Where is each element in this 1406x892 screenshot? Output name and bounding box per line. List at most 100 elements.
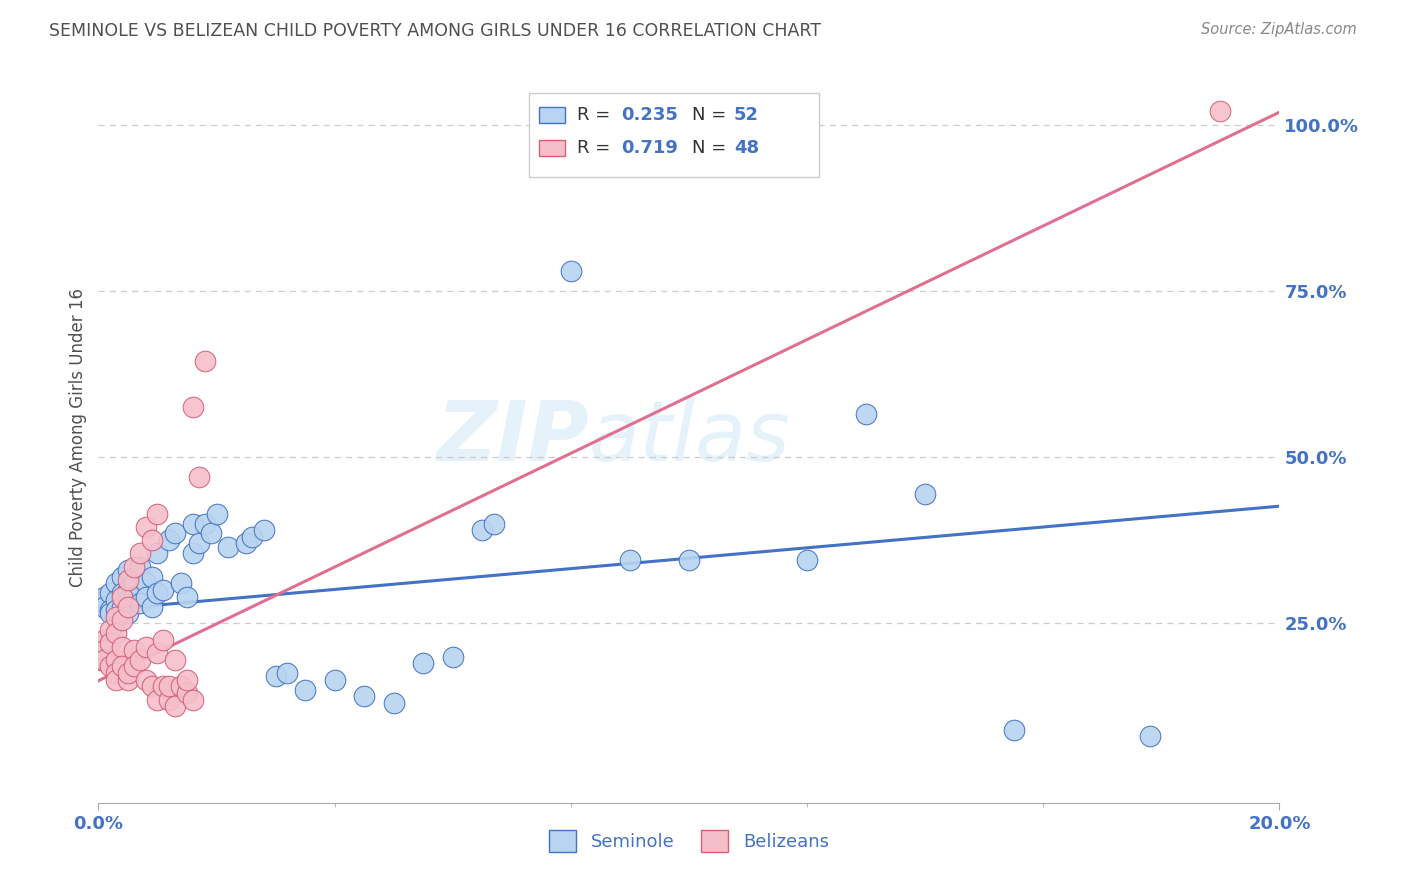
Point <box>117 563 139 577</box>
Point <box>117 599 139 614</box>
Point <box>135 640 157 654</box>
Point <box>128 546 150 560</box>
Text: R =: R = <box>576 106 616 124</box>
Text: ZIP: ZIP <box>436 397 589 477</box>
Text: N =: N = <box>693 139 733 157</box>
Point <box>98 636 121 650</box>
Point <box>93 599 115 614</box>
Point <box>471 523 494 537</box>
Point <box>146 692 169 706</box>
Point <box>796 553 818 567</box>
Point <box>111 599 134 614</box>
Point <box>1002 723 1025 737</box>
Point <box>382 696 405 710</box>
Point <box>146 586 169 600</box>
Point <box>1139 729 1161 743</box>
Text: R =: R = <box>576 139 616 157</box>
Point <box>187 470 209 484</box>
Text: Source: ZipAtlas.com: Source: ZipAtlas.com <box>1201 22 1357 37</box>
Point <box>128 653 150 667</box>
Point <box>412 656 434 670</box>
Point <box>128 559 150 574</box>
Point <box>105 609 128 624</box>
Point <box>170 576 193 591</box>
Point <box>111 586 134 600</box>
Point <box>165 526 187 541</box>
Point <box>117 607 139 621</box>
Point <box>122 643 145 657</box>
Point <box>170 680 193 694</box>
Point <box>264 669 287 683</box>
FancyBboxPatch shape <box>538 140 565 156</box>
Y-axis label: Child Poverty Among Girls Under 16: Child Poverty Among Girls Under 16 <box>69 287 87 587</box>
Point <box>157 680 180 694</box>
Point <box>157 692 180 706</box>
Point <box>235 536 257 550</box>
Point <box>117 593 139 607</box>
Point <box>152 582 174 597</box>
Point <box>93 632 115 647</box>
Point <box>105 653 128 667</box>
Point <box>105 593 128 607</box>
Point <box>181 400 204 414</box>
Point <box>111 613 134 627</box>
Point <box>117 573 139 587</box>
Point <box>98 607 121 621</box>
Point <box>253 523 276 537</box>
Point <box>482 516 505 531</box>
Point <box>146 646 169 660</box>
Point <box>135 520 157 534</box>
Point <box>294 682 316 697</box>
Point <box>181 516 204 531</box>
Point <box>353 690 375 704</box>
Text: SEMINOLE VS BELIZEAN CHILD POVERTY AMONG GIRLS UNDER 16 CORRELATION CHART: SEMINOLE VS BELIZEAN CHILD POVERTY AMONG… <box>49 22 821 40</box>
Point <box>176 673 198 687</box>
Point <box>122 559 145 574</box>
Point <box>111 640 134 654</box>
Point <box>1209 104 1232 119</box>
Point <box>122 590 145 604</box>
Legend: Seminole, Belizeans: Seminole, Belizeans <box>541 823 837 860</box>
Point <box>93 653 115 667</box>
Point <box>240 530 263 544</box>
Text: 0.719: 0.719 <box>621 139 679 157</box>
Point <box>111 659 134 673</box>
Point <box>619 553 641 567</box>
Point <box>181 692 204 706</box>
Point <box>200 526 222 541</box>
Point <box>89 649 111 664</box>
Point <box>98 659 121 673</box>
Point <box>135 673 157 687</box>
Point <box>181 546 204 560</box>
Point <box>93 643 115 657</box>
Point <box>105 603 128 617</box>
Point <box>105 626 128 640</box>
Point <box>141 570 163 584</box>
Point <box>135 576 157 591</box>
Point <box>323 673 346 687</box>
Point <box>165 699 187 714</box>
Point <box>111 590 134 604</box>
Point <box>105 666 128 681</box>
Point <box>98 603 121 617</box>
Text: 52: 52 <box>734 106 759 124</box>
Point <box>176 590 198 604</box>
Text: 48: 48 <box>734 139 759 157</box>
Point <box>117 673 139 687</box>
Point <box>141 680 163 694</box>
Point <box>90 653 112 667</box>
Text: atlas: atlas <box>589 397 790 477</box>
Point <box>157 533 180 548</box>
FancyBboxPatch shape <box>538 107 565 123</box>
Point <box>152 632 174 647</box>
Point <box>111 570 134 584</box>
Point <box>678 553 700 567</box>
Text: 0.235: 0.235 <box>621 106 679 124</box>
Point <box>98 623 121 637</box>
Point <box>117 582 139 597</box>
Point <box>152 680 174 694</box>
Point <box>128 596 150 610</box>
Point <box>205 507 228 521</box>
Point <box>146 507 169 521</box>
Point <box>914 486 936 500</box>
